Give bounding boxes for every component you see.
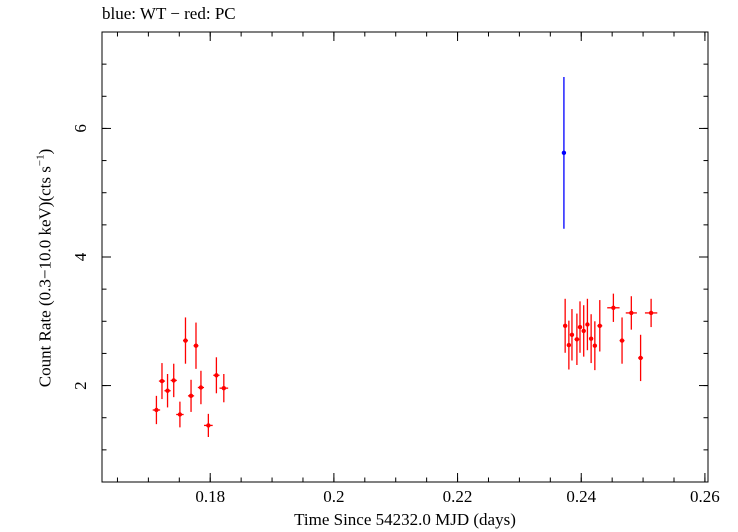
data-point-pc bbox=[638, 355, 643, 361]
x-tick-label: 0.22 bbox=[443, 487, 473, 506]
y-tick-label: 4 bbox=[71, 252, 90, 261]
data-point-pc bbox=[629, 310, 634, 316]
data-point-pc bbox=[171, 378, 176, 383]
data-point-pc bbox=[165, 388, 170, 393]
data-point-pc bbox=[159, 378, 165, 384]
data-point-pc bbox=[569, 332, 575, 337]
data-point-pc bbox=[183, 338, 188, 343]
data-point-pc bbox=[154, 407, 159, 413]
data-point-pc bbox=[597, 323, 602, 328]
data-point-pc bbox=[566, 342, 572, 348]
data-point-pc bbox=[648, 310, 654, 316]
data-point-pc bbox=[206, 423, 211, 428]
data-point-pc bbox=[177, 412, 183, 417]
data-point-pc bbox=[188, 393, 194, 399]
data-point-pc bbox=[585, 322, 590, 327]
data-point-pc bbox=[592, 343, 598, 348]
y-axis-label-close: ) bbox=[35, 148, 55, 155]
data-point-pc bbox=[619, 338, 625, 343]
data-point-pc bbox=[574, 337, 580, 342]
data-point-pc bbox=[221, 385, 227, 391]
y-axis-label-main: Count Rate (0.3−10.0 keV)(cts s bbox=[35, 166, 55, 388]
data-point-pc bbox=[214, 373, 219, 378]
y-tick-label: 6 bbox=[71, 124, 90, 133]
data-point-pc bbox=[577, 324, 583, 330]
plot-frame bbox=[101, 31, 709, 483]
data-point-pc bbox=[581, 328, 586, 334]
data-point-pc bbox=[198, 385, 204, 390]
data-point-pc bbox=[588, 336, 594, 341]
y-axis-label-exponent: −1 bbox=[34, 154, 47, 167]
x-axis-label: Time Since 54232.0 MJD (days) bbox=[294, 510, 516, 529]
x-tick-label: 0.24 bbox=[566, 487, 596, 506]
y-axis-label: Count Rate (0.3−10.0 keV)(cts s−1) bbox=[35, 149, 56, 388]
y-tick-label: 2 bbox=[71, 381, 90, 390]
x-tick-label: 0.2 bbox=[323, 487, 344, 506]
chart-title: blue: WT − red: PC bbox=[102, 4, 236, 23]
data-point-pc bbox=[193, 343, 199, 348]
data-point-wt bbox=[561, 150, 567, 156]
data-point-pc bbox=[562, 323, 568, 328]
x-tick-label: 0.26 bbox=[690, 487, 720, 506]
x-tick-label: 0.18 bbox=[195, 487, 225, 506]
data-point-pc bbox=[611, 305, 616, 310]
